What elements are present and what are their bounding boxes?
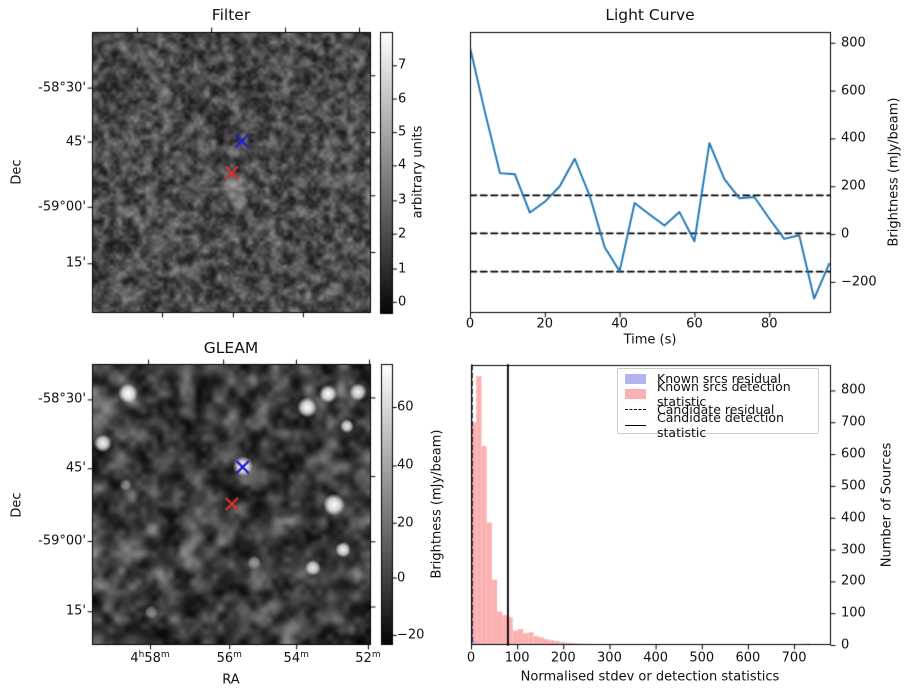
- tick-label: 400: [841, 130, 866, 146]
- tick-label: 45': [65, 460, 86, 476]
- filter-colorbar-label: arbitrary units: [410, 125, 426, 219]
- histogram-ylabel: Number of Sources: [879, 442, 895, 568]
- legend-label: Candidate detection statistic: [657, 410, 784, 441]
- tick-label: -58°30': [38, 80, 86, 96]
- histogram-legend: Known srcs residual Known srcs detection …: [617, 368, 819, 440]
- tick-label: 4: [398, 157, 407, 173]
- legend-item: Candidate residual: [618, 402, 818, 418]
- tick-label: 52m: [355, 649, 381, 667]
- light-curve-title: Light Curve: [605, 6, 695, 24]
- tick-label: 6: [398, 91, 407, 107]
- tick-label: 0: [841, 226, 850, 242]
- tick-label: 20: [536, 316, 554, 332]
- tick-label: 80: [760, 316, 778, 332]
- tick-label: 40: [611, 316, 628, 332]
- tick-label: 56m: [216, 649, 242, 667]
- tick-label: 700: [841, 414, 866, 430]
- tick-label: 700: [781, 650, 807, 666]
- tick-label: 600: [735, 650, 761, 666]
- tick-label: 4h58m: [130, 649, 170, 667]
- tick-label: 60: [686, 316, 703, 332]
- tick-label: 200: [841, 573, 866, 589]
- tick-label: 800: [841, 382, 866, 398]
- tick-label: 300: [597, 650, 622, 666]
- filter-title: Filter: [211, 6, 251, 24]
- gleam-title: GLEAM: [203, 339, 259, 357]
- tick-label: 54m: [283, 649, 309, 667]
- legend-solid-line-icon: [625, 424, 646, 426]
- tick-label: 3: [398, 192, 407, 208]
- gleam-xlabel: RA: [222, 672, 240, 688]
- tick-label: 500: [689, 650, 715, 666]
- legend-patch-icon: [625, 389, 646, 400]
- tick-label: −20: [397, 627, 425, 643]
- legend-patch-icon: [625, 373, 646, 384]
- filter-ylabel: Dec: [9, 159, 25, 185]
- legend-label: Candidate residual: [657, 402, 775, 418]
- tick-label: 200: [841, 178, 866, 194]
- tick-label: 1: [398, 261, 407, 277]
- tick-label: 0: [841, 637, 850, 653]
- tick-label: 400: [841, 510, 866, 526]
- tick-label: 400: [643, 650, 669, 666]
- legend-item: Known srcs residual: [618, 371, 818, 387]
- tick-label: −200: [841, 274, 877, 290]
- tick-label: 600: [841, 83, 866, 99]
- tick-label: 60: [397, 399, 414, 415]
- tick-label: 15': [65, 255, 86, 271]
- tick-label: 100: [841, 605, 866, 621]
- tick-label: -59°00': [38, 533, 86, 549]
- tick-label: 45': [65, 134, 86, 150]
- tick-label: 2: [398, 226, 407, 242]
- tick-label: -59°00': [38, 199, 86, 215]
- histogram-xlabel: Normalised stdev or detection statistics: [520, 669, 780, 685]
- tick-label: 0: [466, 650, 476, 666]
- tick-label: 100: [504, 650, 530, 666]
- light-curve-xlabel: Time (s): [623, 332, 677, 348]
- tick-label: 15': [65, 603, 86, 619]
- tick-label: 0: [397, 570, 406, 586]
- tick-label: 7: [398, 57, 407, 73]
- legend-item: Known srcs detection statistic: [618, 379, 818, 409]
- tick-label: 500: [841, 478, 866, 494]
- light-curve-ylabel: Brightness (mJy/beam): [886, 97, 902, 247]
- gleam-colorbar-label: Brightness (mJy/beam): [429, 429, 445, 579]
- legend-label: Known srcs residual: [657, 371, 782, 387]
- legend-dashed-line-icon: [625, 409, 646, 411]
- tick-label: 600: [841, 446, 866, 462]
- gleam-ylabel: Dec: [9, 492, 25, 518]
- tick-label: 0: [465, 316, 475, 332]
- tick-label: 300: [841, 542, 866, 558]
- tick-label: 200: [550, 650, 576, 666]
- legend-item: Candidate detection statistic: [618, 410, 818, 440]
- tick-label: 5: [398, 124, 407, 140]
- tick-label: -58°30': [38, 391, 86, 407]
- tick-label: 40: [397, 457, 414, 473]
- legend-label: Known srcs detection statistic: [657, 379, 791, 410]
- tick-label: 800: [841, 35, 866, 51]
- tick-label: 0: [398, 294, 407, 310]
- tick-label: 20: [397, 515, 414, 531]
